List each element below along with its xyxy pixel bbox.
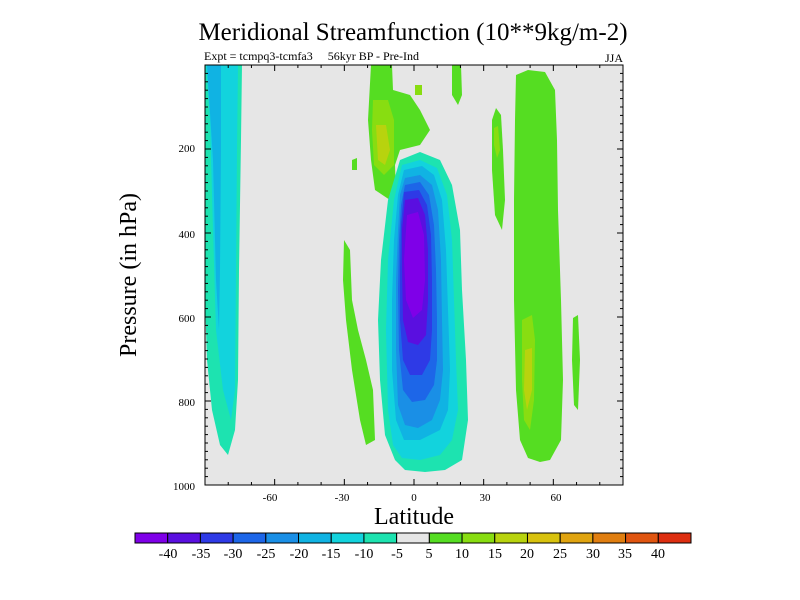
colorbar-label: 20: [520, 547, 534, 562]
x-tick-label: -30: [335, 492, 350, 504]
contour-northern-tropic-positive: [452, 65, 462, 105]
colorbar: [134, 532, 692, 544]
colorbar-label: 15: [488, 547, 502, 562]
contour-upper-positive-core: [376, 125, 390, 165]
x-tick-label: 0: [411, 492, 417, 504]
contour-fills: [205, 65, 580, 472]
colorbar-label: 10: [455, 547, 469, 562]
contour-upper-positive-spot: [415, 85, 422, 95]
colorbar-swatch: [199, 532, 234, 544]
y-axis-title: Pressure (in hPa): [116, 193, 142, 357]
contour-polar-core: [207, 65, 221, 330]
contour-extratropical-band-core: [494, 126, 500, 158]
contour-subtropical-positive: [343, 240, 375, 445]
colorbar-swatch: [625, 532, 659, 544]
colorbar-label: 25: [553, 547, 567, 562]
colorbar-label: 35: [618, 547, 632, 562]
colorbar-label: 30: [586, 547, 600, 562]
colorbar-label: -30: [224, 547, 243, 562]
colorbar-swatch: [461, 532, 496, 544]
x-tick-label: -60: [263, 492, 278, 504]
chart-subtitle-left: Expt = tcmpq3-tcmfa3 56kyr BP - Pre-Ind: [204, 49, 419, 63]
colorbar-swatch: [526, 532, 561, 544]
colorbar-label: 5: [426, 547, 433, 562]
y-tick-label: 1000: [173, 481, 196, 493]
colorbar-swatch: [428, 532, 463, 544]
colorbar-label: -10: [355, 547, 374, 562]
contour-blip-north: [352, 158, 357, 170]
x-axis-title: Latitude: [374, 504, 454, 530]
contour-midlat-outer: [514, 70, 563, 462]
colorbar-swatch: [330, 532, 365, 544]
colorbar-swatch: [396, 532, 430, 544]
colorbar-frame: [134, 532, 692, 544]
y-tick-label: 600: [179, 313, 196, 325]
y-tick-label: 200: [179, 143, 196, 155]
y-tick-label: 400: [179, 229, 196, 241]
colorbar-label: -35: [192, 547, 211, 562]
axis-ticks: [205, 65, 623, 485]
colorbar-swatch: [167, 532, 201, 544]
colorbar-label: -15: [322, 547, 341, 562]
colorbar-swatch: [559, 532, 594, 544]
colorbar-swatch: [592, 532, 627, 544]
colorbar-swatch: [363, 532, 398, 544]
colorbar-label: 40: [651, 547, 665, 562]
colorbar-swatch: [265, 532, 300, 544]
colorbar-label: -5: [391, 547, 403, 562]
contour-equatorial-core: [404, 212, 425, 318]
colorbar-swatch: [232, 532, 267, 544]
colorbar-swatch: [298, 532, 332, 544]
colorbar-label: -20: [290, 547, 309, 562]
colorbar-label: -40: [159, 547, 178, 562]
colorbar-swatch: [134, 532, 169, 544]
y-tick-label: 800: [179, 397, 196, 409]
x-tick-label: 30: [480, 492, 492, 504]
colorbar-swatch: [657, 532, 692, 544]
x-tick-label: 60: [551, 492, 563, 504]
colorbar-label: -25: [257, 547, 276, 562]
colorbar-swatch: [494, 532, 528, 544]
contour-midlat-core: [524, 348, 532, 410]
contour-high-latitude-positive: [572, 315, 580, 410]
chart-title: Meridional Streamfunction (10**9kg/m-2): [198, 19, 627, 46]
chart-subtitle-right: JJA: [605, 51, 623, 65]
